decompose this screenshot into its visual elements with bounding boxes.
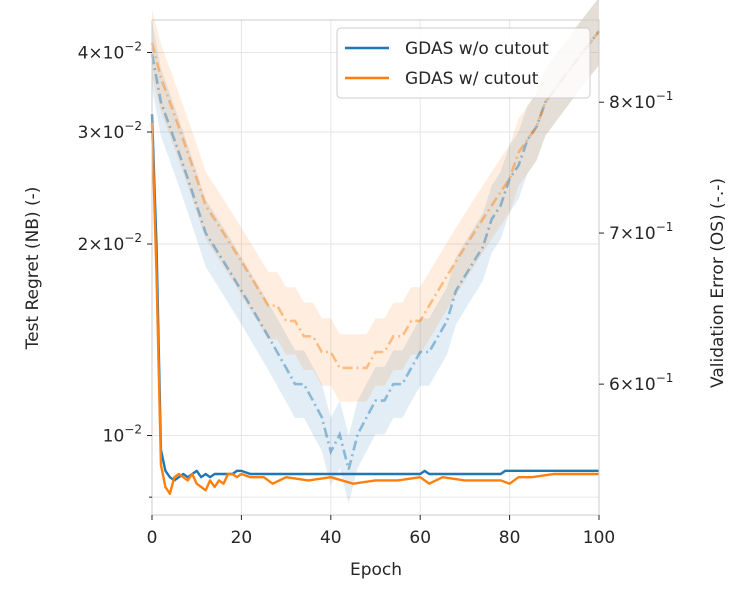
right-y-tick-label: 6×10−1	[609, 371, 673, 395]
line-gdas-w-cutout-validation-error	[150, 30, 601, 370]
left-y-tick-label: 4×10−2	[78, 40, 142, 64]
band-gdas-w-o-cutout-validation-error	[152, 0, 599, 504]
legend-box	[336, 27, 591, 99]
x-tick-label: 100	[583, 528, 615, 548]
band-gdas-w-cutout-validation-error	[152, 0, 599, 402]
left-y-axis-title: Test Regret (NB) (-)	[23, 187, 43, 351]
x-axis-title: Epoch	[350, 560, 402, 580]
right-y-tick-label: 8×10−1	[609, 89, 673, 113]
legend-label-gdas-wo-cutout: GDAS w/o cutout	[405, 39, 549, 59]
plot-frame	[151, 19, 600, 516]
right-y-axis-ticks: 8×10−1 7×10−1 6×10−1	[599, 89, 673, 395]
x-tick-label: 0	[147, 528, 158, 548]
left-y-axis-ticks: 4×10−2 3×10−2 2×10−2 10−2	[78, 40, 152, 498]
x-tick-label: 80	[499, 528, 521, 548]
confidence-bands	[152, 0, 599, 504]
left-y-tick-label: 10−2	[103, 423, 142, 447]
x-tick-label: 40	[320, 528, 342, 548]
line-gdas-w-o-cutout-validation-error	[150, 30, 601, 470]
line-gdas-w-o-cutout	[150, 114, 599, 482]
right-y-axis-title: Validation Error (OS) (-.-)	[708, 178, 728, 388]
x-tick-label: 60	[409, 528, 431, 548]
left-y-tick-label: 3×10−2	[78, 119, 142, 143]
line-gdas-w-cutout	[150, 122, 599, 495]
x-axis-ticks: 0 20 40 60 80 100	[147, 515, 615, 548]
right-y-tick-label: 7×10−1	[609, 220, 673, 244]
legend-label-gdas-w-cutout: GDAS w/ cutout	[405, 69, 539, 89]
left-y-tick-label: 2×10−2	[78, 231, 142, 255]
x-tick-label: 20	[231, 528, 253, 548]
legend: GDAS w/o cutout GDAS w/ cutout	[336, 27, 591, 99]
series-lines	[150, 30, 601, 495]
